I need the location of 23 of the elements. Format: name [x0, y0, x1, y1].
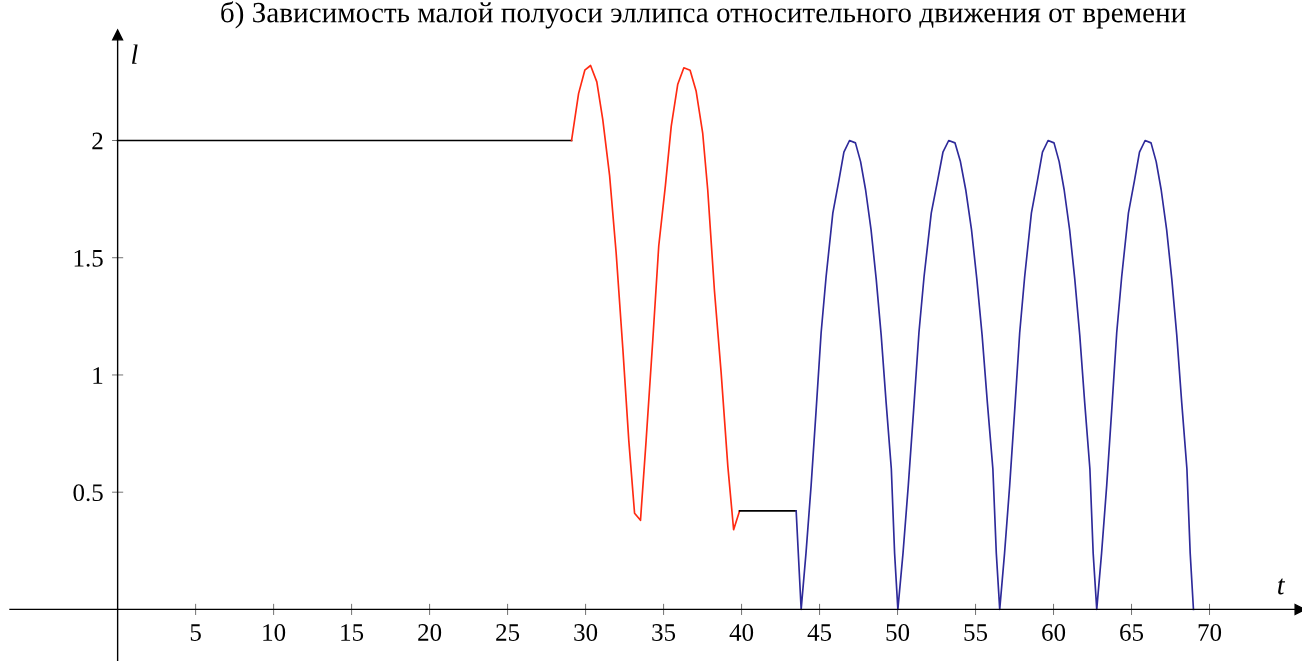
y-tick-label: 2 — [92, 132, 103, 150]
x-tick-label: 20 — [418, 624, 442, 641]
x-tick-label: 25 — [496, 624, 520, 641]
x-tick-label: 65 — [1120, 624, 1144, 641]
x-tick-label: 15 — [341, 624, 364, 641]
x-tick-label: 35 — [652, 624, 676, 641]
x-tick-label: 10 — [263, 624, 286, 641]
line-series — [795, 139, 1195, 611]
chart-title: б) Зависимость малой полуоси эллипса относительного движения от времени — [221, 1, 1186, 29]
x-tick-label: 50 — [886, 624, 910, 641]
y-tick-label: 1 — [93, 367, 103, 384]
x-tick-label: 55 — [964, 624, 988, 641]
y-tick-label: 1.5 — [74, 249, 103, 267]
line-series — [570, 64, 741, 531]
x-tick-label: 70 — [1198, 624, 1222, 641]
x-tick-label: 60 — [1042, 624, 1066, 641]
x-axis-title: t — [1278, 578, 1286, 595]
x-tick-label: 40 — [729, 624, 754, 641]
x-tick-label: 5 — [190, 624, 201, 641]
y-tick-label: 0.5 — [73, 484, 103, 502]
x-tick-label: 30 — [574, 624, 598, 641]
x-tick-label: 45 — [807, 624, 832, 641]
y-axis-title: l — [132, 44, 138, 64]
